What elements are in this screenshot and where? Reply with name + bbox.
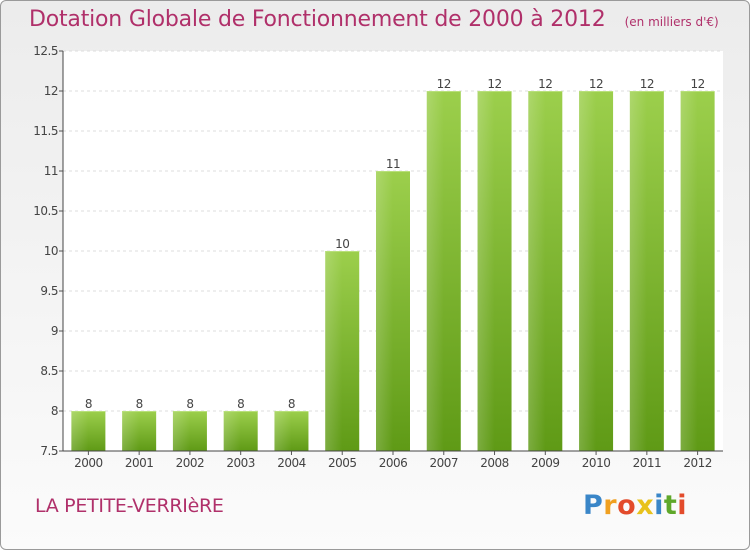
data-label: 12 xyxy=(487,77,501,91)
x-tick-label: 2001 xyxy=(125,456,154,470)
bar-highlight xyxy=(629,91,647,451)
bar-highlight xyxy=(223,411,241,451)
bar-highlight xyxy=(477,91,495,451)
title-row: Dotation Globale de Fonctionnement de 20… xyxy=(29,7,719,32)
data-label: 12 xyxy=(437,77,451,91)
y-tick-label: 9 xyxy=(51,324,58,338)
y-tick-label: 10.5 xyxy=(33,204,58,218)
logo-letter: r xyxy=(603,490,618,521)
bar-highlight xyxy=(376,171,393,451)
bar-highlight xyxy=(274,411,292,451)
x-tick-label: 2004 xyxy=(277,456,306,470)
bar-highlight xyxy=(528,91,546,451)
commune-name: LA PETITE-VERRIèRE xyxy=(35,495,224,517)
chart-title: Dotation Globale de Fonctionnement de 20… xyxy=(29,7,606,32)
x-tick-label: 2012 xyxy=(683,456,712,470)
data-label: 8 xyxy=(237,397,244,411)
chart-subtitle: (en milliers d'€) xyxy=(624,15,719,29)
x-tick-labels: 2000 2001 2002 2003 2004 2005 2006 2007 2008 2009… xyxy=(74,451,712,470)
x-tick-label: 2008 xyxy=(480,456,509,470)
logo-letter: t xyxy=(663,490,678,521)
data-label: 11 xyxy=(386,157,400,171)
data-label: 12 xyxy=(690,77,704,91)
y-tick-label: 7.5 xyxy=(40,444,58,458)
data-label: 12 xyxy=(589,77,603,91)
data-label: 12 xyxy=(640,77,654,91)
bar-highlight xyxy=(325,251,343,451)
bars xyxy=(71,91,715,451)
y-tick-label: 8 xyxy=(51,404,58,418)
data-label: 8 xyxy=(85,397,92,411)
bar-highlight xyxy=(680,91,698,451)
logo-letter: P xyxy=(583,490,604,521)
x-tick-label: 2006 xyxy=(379,456,408,470)
data-label: 10 xyxy=(335,237,349,251)
y-tick-label: 9.5 xyxy=(40,284,58,298)
data-label: 12 xyxy=(538,77,552,91)
data-label: 8 xyxy=(186,397,193,411)
bar-highlight xyxy=(71,411,89,451)
y-tick-label: 10 xyxy=(44,244,58,258)
logo-letter: i xyxy=(677,490,688,521)
y-tick-labels: 7.5 8 8.5 9 9.5 10 10.5 11 11.5 12 12.5 xyxy=(33,44,58,458)
y-tick-label: 11.5 xyxy=(33,124,58,138)
data-label: 8 xyxy=(136,397,143,411)
y-tick-label: 12.5 xyxy=(33,44,58,58)
data-label: 8 xyxy=(288,397,295,411)
bar-highlight xyxy=(122,411,140,451)
logo-letter: o xyxy=(617,490,637,521)
bar-highlight xyxy=(172,411,190,451)
x-tick-label: 2003 xyxy=(226,456,255,470)
x-tick-label: 2002 xyxy=(176,456,205,470)
y-tick-label: 8.5 xyxy=(40,364,58,378)
x-tick-label: 2011 xyxy=(633,456,662,470)
x-tick-label: 2010 xyxy=(582,456,611,470)
x-tick-label: 2009 xyxy=(531,456,560,470)
logo-letter: x xyxy=(636,490,655,521)
logo-letter: i xyxy=(654,490,664,521)
x-tick-label: 2007 xyxy=(429,456,458,470)
data-labels: 8 8 8 8 8 10 11 12 12 12 12 12 12 xyxy=(85,77,705,411)
x-tick-label: 2005 xyxy=(328,456,357,470)
proxiti-logo: Proxiti xyxy=(583,490,687,521)
y-tick-label: 12 xyxy=(44,84,58,98)
y-tick-label: 11 xyxy=(44,164,58,178)
bar-highlight xyxy=(579,91,597,451)
bar-highlight xyxy=(426,91,444,451)
x-tick-label: 2000 xyxy=(74,456,103,470)
